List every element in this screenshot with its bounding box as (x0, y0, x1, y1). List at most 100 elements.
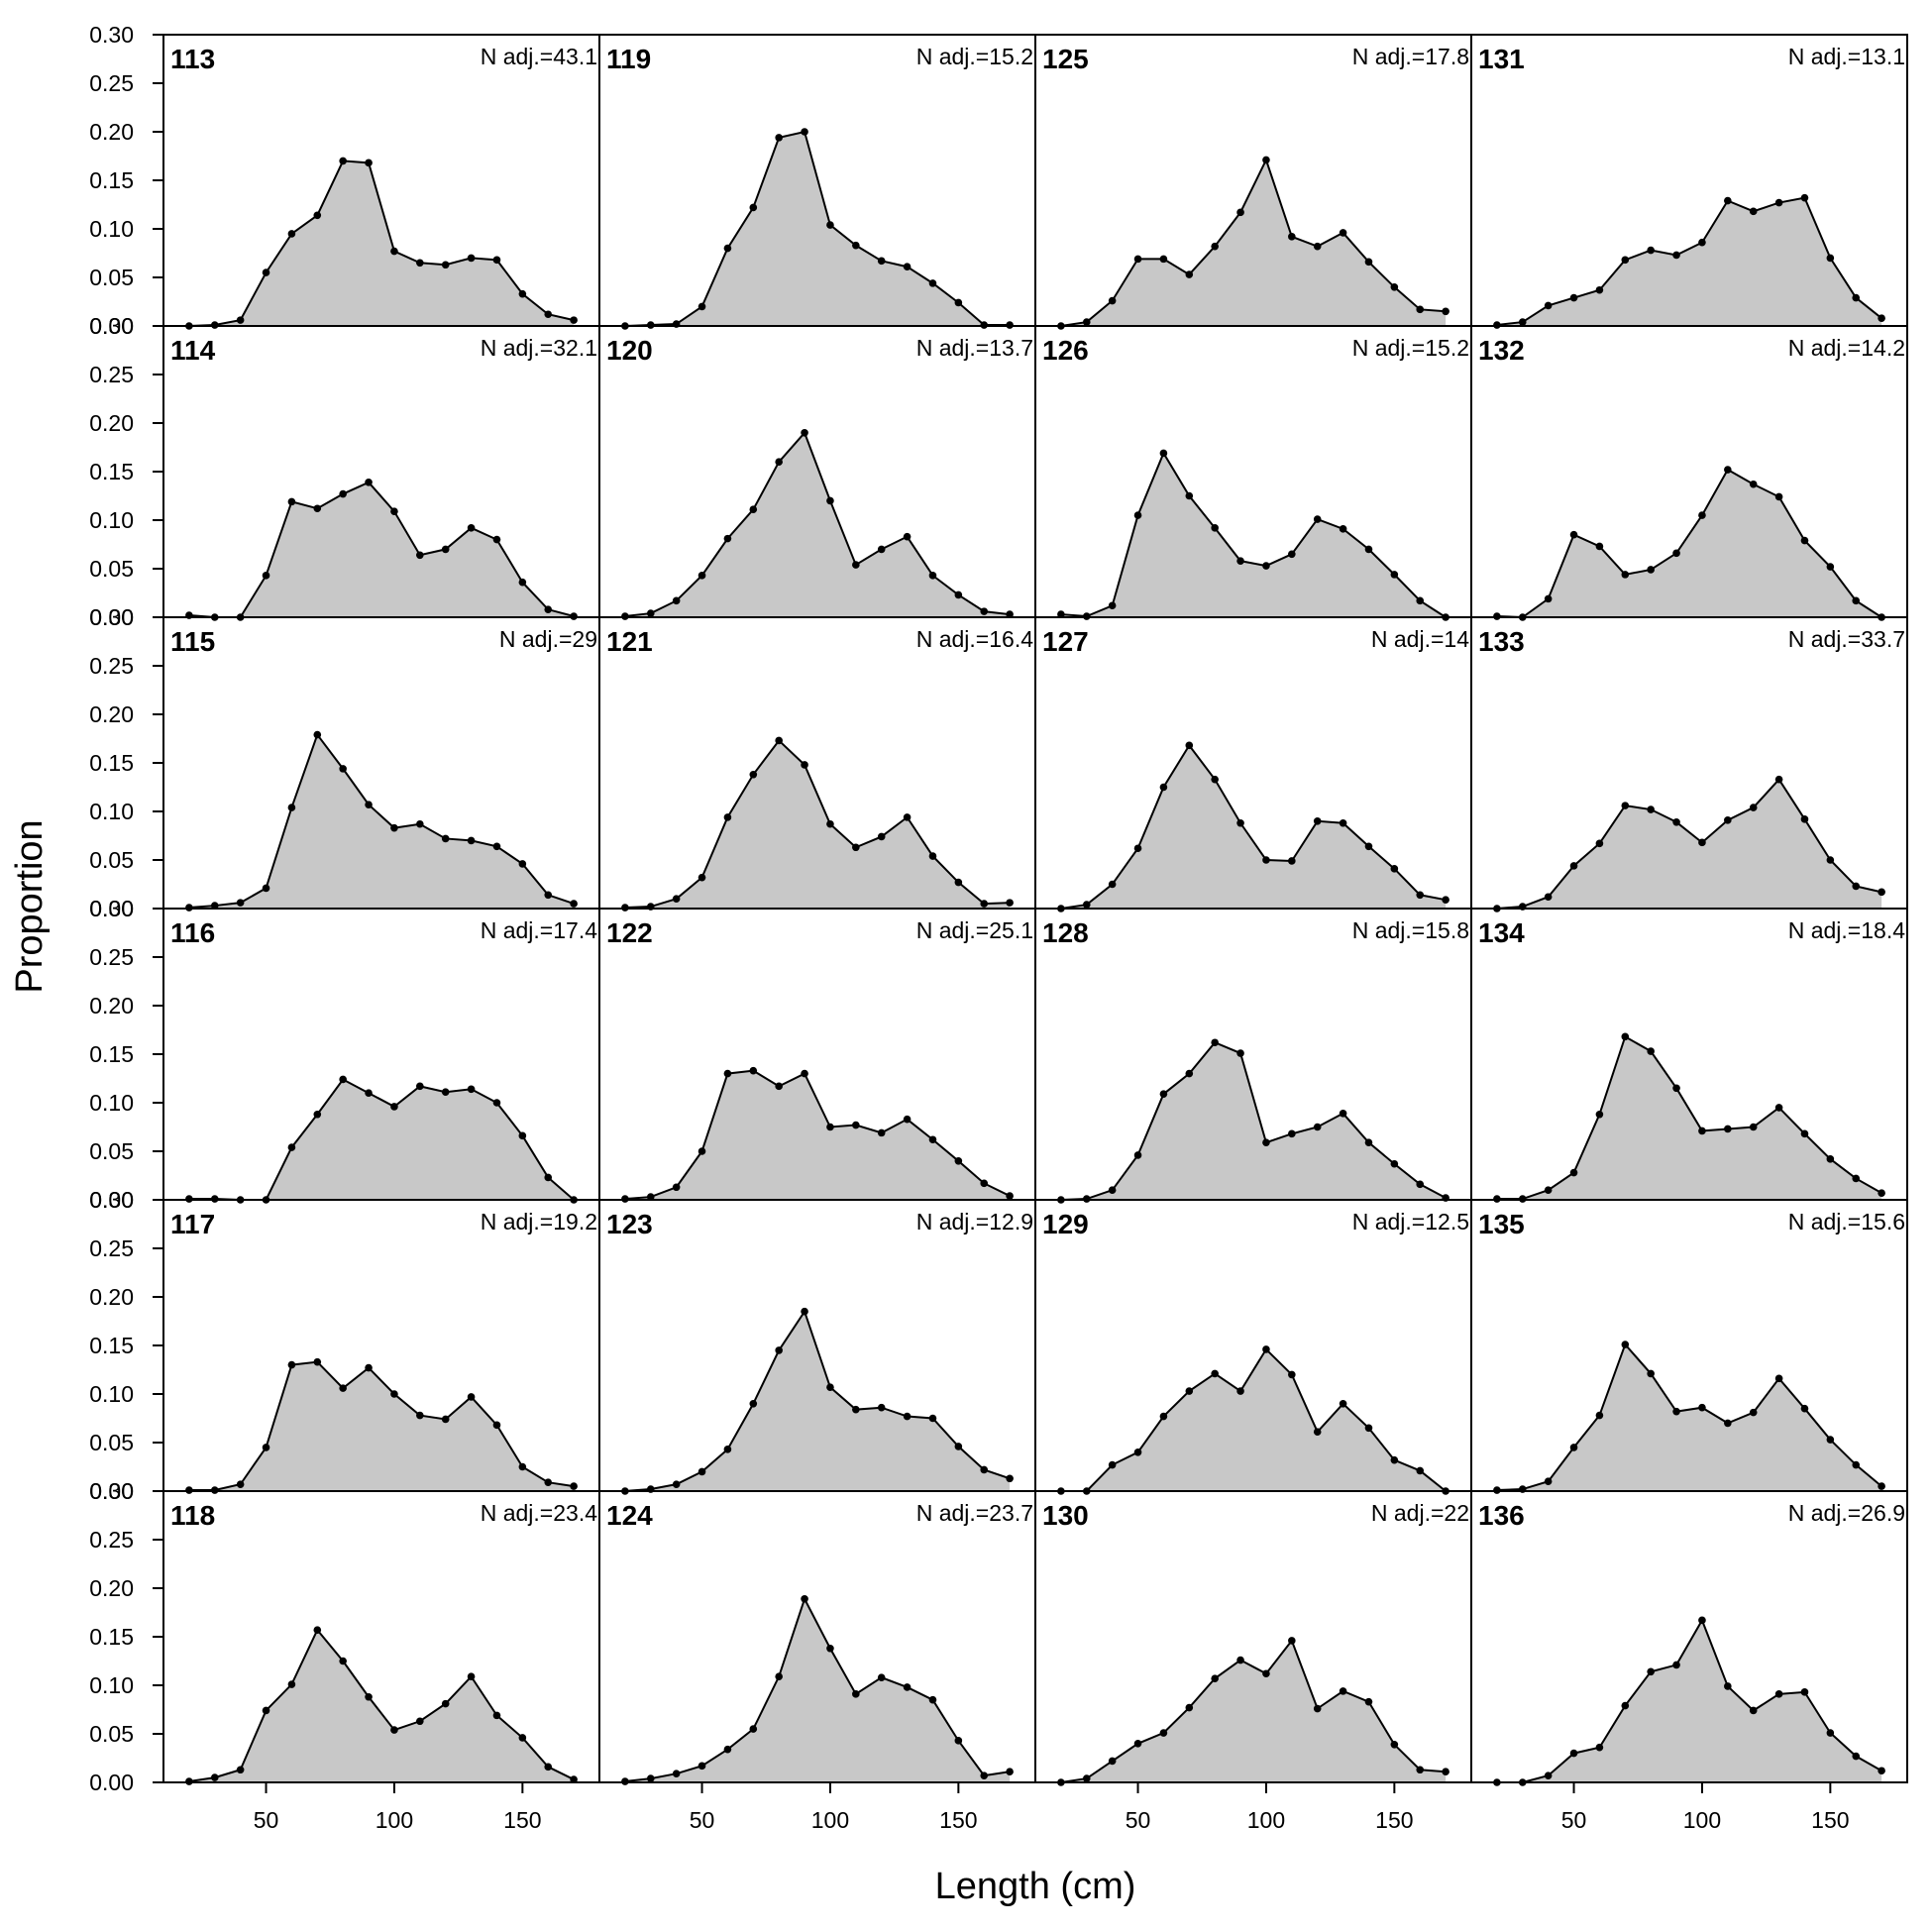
data-point (903, 1115, 912, 1124)
y-tick-label: 0.15 (89, 1041, 134, 1067)
data-point (1133, 255, 1142, 264)
y-axis-title: Proportion (9, 819, 51, 993)
data-point (1108, 1757, 1117, 1766)
data-point (467, 1672, 476, 1680)
data-point (365, 1363, 373, 1372)
data-point (954, 298, 963, 307)
y-tick-label: 0.25 (89, 1527, 134, 1553)
series-line (1060, 1638, 1447, 1783)
data-point (1288, 233, 1296, 241)
data-point (365, 1089, 373, 1097)
data-point (877, 832, 886, 841)
data-point (826, 1644, 834, 1653)
y-tick-label: 0.15 (89, 167, 134, 193)
data-point (1262, 562, 1270, 570)
data-point (1749, 1706, 1758, 1715)
data-point (1339, 1109, 1347, 1118)
data-point (1442, 896, 1449, 904)
data-point (1878, 314, 1885, 322)
y-tick-label: 0.15 (89, 459, 134, 484)
data-point (877, 1403, 886, 1412)
data-point (1416, 305, 1425, 314)
data-point (1698, 511, 1706, 519)
data-point (672, 895, 681, 903)
area-fill (1496, 470, 1882, 617)
data-point (1544, 893, 1553, 902)
data-point (1569, 293, 1578, 302)
data-point (1185, 270, 1194, 278)
y-tick-label: 0.00 (89, 896, 134, 921)
data-point (1133, 1151, 1142, 1159)
y-tick-label: 0.20 (89, 410, 134, 436)
data-point (1647, 805, 1655, 813)
data-point (980, 1179, 989, 1188)
data-point (672, 596, 681, 605)
data-point (1236, 818, 1244, 827)
data-point (1364, 545, 1373, 554)
data-point (492, 1711, 501, 1720)
panel-124: 124 N adj.=23.7 (598, 1490, 1036, 1785)
panel-n-label: N adj.=18.4 (1788, 917, 1905, 943)
data-point (313, 1357, 322, 1366)
data-point (826, 221, 834, 229)
series-line (1496, 1618, 1882, 1783)
data-point (365, 801, 373, 808)
data-point (544, 891, 553, 900)
data-point (980, 900, 989, 908)
panel-n-label: N adj.=12.5 (1352, 1209, 1469, 1234)
area-fill (1060, 453, 1447, 617)
data-point (441, 1088, 450, 1097)
data-point (339, 1075, 347, 1084)
data-point (903, 1412, 912, 1421)
data-point (1159, 449, 1168, 458)
data-point (1211, 242, 1219, 251)
data-point (313, 211, 322, 220)
series-line (624, 1596, 1011, 1783)
y-tick-label: 0.05 (89, 1721, 134, 1747)
data-point (1185, 1703, 1194, 1712)
data-point (1211, 1674, 1219, 1682)
data-point (1390, 1159, 1399, 1168)
y-tick-label: 0.10 (89, 216, 134, 242)
panel-n-label: N adj.=23.4 (481, 1500, 597, 1526)
data-point (826, 819, 834, 828)
data-point (390, 247, 398, 256)
data-point (1621, 1032, 1630, 1041)
y-tick-label: 0.30 (89, 1187, 134, 1213)
panel-120: 120 N adj.=13.7 (598, 325, 1036, 620)
data-point (1339, 525, 1347, 533)
y-tick-label: 0.05 (89, 556, 134, 582)
panel-113: 113 N adj.=43.1 (162, 34, 600, 330)
data-point (1800, 193, 1809, 202)
data-point (1800, 1688, 1809, 1696)
data-point (723, 813, 732, 821)
y-tick-label: 0.25 (89, 653, 134, 679)
data-point (1236, 1387, 1244, 1395)
data-point (1672, 549, 1680, 558)
panel-n-label: N adj.=13.1 (1788, 44, 1905, 69)
data-point (877, 545, 886, 554)
panel-134: 134 N adj.=18.4 (1470, 908, 1908, 1203)
panel-id-label: 135 (1478, 1209, 1525, 1239)
panel-n-label: N adj.=13.7 (916, 335, 1033, 361)
data-point (1133, 1449, 1142, 1456)
data-point (570, 900, 578, 908)
x-tick-label: 100 (1683, 1807, 1721, 1833)
data-point (1595, 285, 1604, 294)
data-point (698, 1147, 706, 1155)
x-tick-label: 50 (1126, 1807, 1151, 1833)
series-line (188, 1360, 575, 1492)
data-point (416, 551, 424, 560)
data-point (1569, 1749, 1578, 1758)
data-point (1211, 1369, 1219, 1378)
data-point (1878, 1767, 1885, 1775)
panel-n-label: N adj.=17.8 (1352, 44, 1469, 69)
data-point (1544, 1771, 1553, 1779)
data-point (1826, 1155, 1835, 1163)
data-point (390, 1103, 398, 1111)
data-point (1339, 818, 1347, 827)
data-point (723, 244, 732, 253)
data-point (1826, 1729, 1835, 1737)
panel-id-label: 114 (170, 335, 216, 366)
y-tick-label: 0.00 (89, 1770, 134, 1795)
